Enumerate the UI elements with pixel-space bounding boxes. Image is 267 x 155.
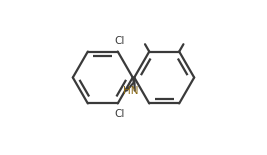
- Text: HN: HN: [123, 86, 139, 95]
- Text: Cl: Cl: [114, 36, 124, 46]
- Text: Cl: Cl: [114, 109, 124, 119]
